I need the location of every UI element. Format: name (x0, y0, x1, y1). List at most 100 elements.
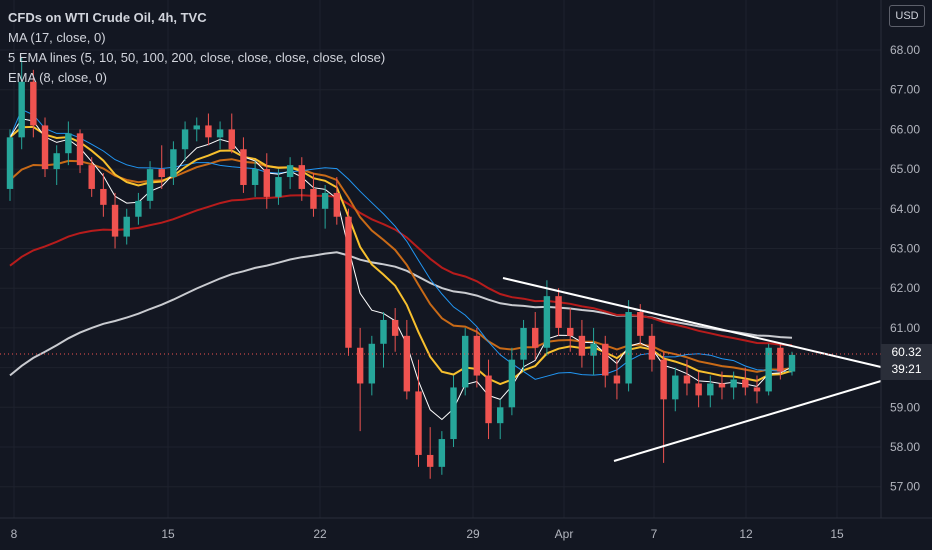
candle-body (450, 387, 457, 440)
candle-body (76, 133, 84, 166)
currency-button[interactable]: USD (889, 5, 925, 27)
candle-body (310, 188, 317, 209)
time-tick-label: 7 (651, 527, 658, 541)
candle-body (403, 335, 411, 392)
candle-body (228, 129, 235, 150)
price-tick-label: 58.00 (890, 440, 920, 454)
candle-body (298, 165, 306, 189)
candle-body (660, 359, 667, 400)
chart-legend: CFDs on WTI Crude Oil, 4h, TVC MA (17, c… (8, 8, 385, 88)
candle-body (718, 383, 726, 388)
candle-body (170, 149, 177, 178)
candle-body (193, 125, 200, 130)
time-axis[interactable]: 8 15 22 29 Apr 7 12 15 (11, 527, 844, 541)
candle-body (590, 343, 597, 356)
price-tick-label: 57.00 (890, 480, 920, 494)
time-tick-label: 29 (466, 527, 480, 541)
triangle-trendlines[interactable] (502, 277, 882, 462)
candle-body (602, 343, 609, 376)
candle-body (543, 296, 551, 348)
price-tick-label: 66.00 (890, 122, 920, 136)
countdown-label: 39:21 (891, 362, 922, 376)
price-tick-label: 67.00 (890, 83, 920, 97)
candle-body (508, 359, 516, 408)
candle-body (672, 375, 679, 400)
lower-trendline[interactable] (613, 380, 882, 462)
candle-body (648, 335, 656, 360)
symbol-title[interactable]: CFDs on WTI Crude Oil, 4h, TVC (8, 10, 207, 25)
price-tick-label: 63.00 (890, 242, 920, 256)
candle-body (18, 81, 25, 138)
candle-body (181, 129, 189, 150)
candle-body (777, 347, 784, 372)
candle-body (356, 347, 364, 384)
candle-body (788, 354, 796, 372)
candle-body (520, 327, 527, 360)
price-tick-label: 62.00 (890, 281, 920, 295)
candle-body (695, 383, 702, 396)
candle-body (123, 216, 130, 237)
candle-body (765, 347, 772, 392)
candle-body (286, 165, 294, 178)
candle-body (426, 454, 434, 467)
price-tick-label: 61.00 (890, 321, 920, 335)
price-tick-label: 59.00 (890, 400, 920, 414)
candle-body (263, 169, 270, 197)
candle-body (53, 153, 60, 170)
candle-body (321, 192, 329, 209)
candle-body (6, 137, 14, 189)
indicator-ma17[interactable]: MA (17, close, 0) (8, 30, 106, 45)
ema-long-line (9, 251, 793, 377)
ema-100-line (9, 158, 793, 373)
candle-body (625, 312, 632, 384)
candle-body (485, 375, 492, 424)
candle-body (742, 379, 749, 388)
time-tick-label: Apr (555, 527, 574, 541)
price-tick-label: 65.00 (890, 162, 920, 176)
grid (0, 0, 881, 518)
candle-body (251, 169, 259, 185)
candle-body (380, 319, 387, 344)
candle-body (88, 165, 95, 189)
candle-body (753, 387, 761, 392)
candle-body (368, 343, 376, 384)
candlesticks (6, 57, 796, 479)
candle-body (532, 327, 539, 348)
candle-body (438, 439, 446, 467)
candle-body (415, 391, 422, 455)
candle-body (333, 192, 341, 217)
candle-body (567, 327, 574, 336)
candle-body (555, 296, 562, 328)
candle-body (473, 335, 481, 376)
indicator-ema8[interactable]: EMA (8, close, 0) (8, 70, 107, 85)
candle-body (613, 375, 621, 384)
candle-body (730, 379, 737, 388)
indicator-ema-lines[interactable]: 5 EMA lines (5, 10, 50, 100, 200, close,… (8, 50, 386, 65)
candle-body (275, 177, 282, 197)
candle-body (345, 216, 352, 348)
price-tick-label: 64.00 (890, 202, 920, 216)
candle-body (205, 125, 212, 138)
candle-body (240, 149, 247, 185)
candle-body (637, 312, 644, 336)
candle-body (578, 335, 586, 356)
candle-body (146, 169, 154, 201)
time-tick-label: 8 (11, 527, 18, 541)
candle-body (65, 133, 72, 154)
candle-body (216, 129, 224, 138)
ema-10-line (9, 125, 793, 386)
current-price-tag: 60.32 39:21 (881, 344, 932, 380)
candle-body (391, 319, 399, 336)
candle-body (707, 383, 714, 396)
candle-body (135, 200, 142, 217)
time-tick-label: 12 (739, 527, 753, 541)
price-tick-label: 68.00 (890, 43, 920, 57)
time-tick-label: 22 (313, 527, 327, 541)
time-tick-label: 15 (161, 527, 175, 541)
candle-body (683, 375, 691, 384)
candle-body (41, 125, 49, 170)
upper-trendline[interactable] (502, 277, 882, 368)
candle-body (30, 81, 37, 126)
